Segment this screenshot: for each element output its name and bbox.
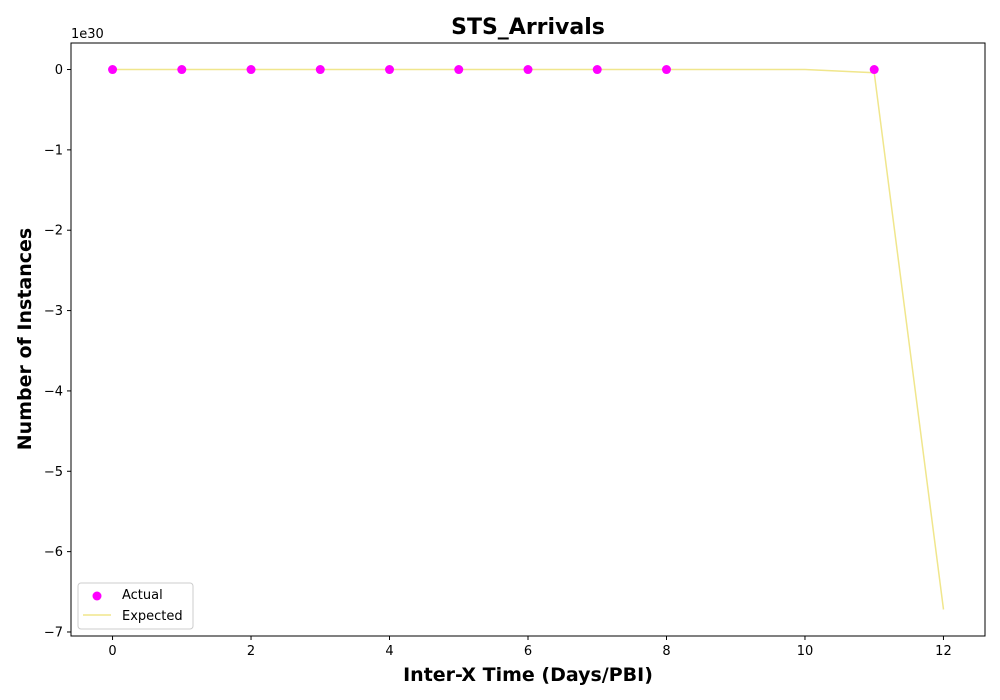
- actual-point-1: [177, 65, 187, 75]
- x-tick-label-4: 8: [662, 644, 670, 659]
- x-tick-label-6: 12: [935, 644, 952, 659]
- y-tick-label-1: −1: [44, 143, 63, 158]
- y-tick-label-7: −7: [44, 625, 63, 640]
- x-tick-label-2: 4: [385, 644, 393, 659]
- plot-area: 0 2 4 6 8 10 12 0 −1 −2 −3 −4 −5 −6 −7: [44, 42, 986, 659]
- y-offset-label: 1e30: [71, 27, 104, 42]
- y-tick-label-3: −3: [44, 304, 63, 319]
- actual-point-3: [315, 65, 325, 75]
- actual-point-5: [454, 65, 464, 75]
- actual-point-7: [592, 65, 602, 75]
- x-tick-label-1: 2: [247, 644, 255, 659]
- y-tick-label-5: −5: [44, 465, 63, 480]
- legend: Actual Expected: [77, 582, 194, 630]
- x-tick-label-0: 0: [108, 644, 116, 659]
- x-tick-label-5: 10: [797, 644, 814, 659]
- y-tick-label-6: −6: [44, 545, 63, 560]
- actual-point-9: [869, 65, 879, 75]
- chart-title: STS_Arrivals: [451, 15, 605, 40]
- plot-frame: [70, 42, 986, 637]
- actual-point-4: [385, 65, 395, 75]
- actual-point-0: [108, 65, 118, 75]
- series-expected-line: [112, 68, 945, 610]
- legend-box: [77, 582, 194, 630]
- x-tick-label-3: 6: [524, 644, 532, 659]
- x-axis-label: Inter-X Time (Days/PBI): [403, 664, 653, 686]
- actual-point-2: [246, 65, 256, 75]
- y-tick-label-0: 0: [55, 63, 63, 78]
- legend-actual-marker: [92, 591, 102, 601]
- y-tick-label-4: −4: [44, 384, 63, 399]
- legend-actual-label: Actual: [122, 588, 163, 603]
- actual-point-8: [661, 65, 671, 75]
- y-axis-label: Number of Instances: [14, 228, 36, 450]
- legend-expected-label: Expected: [122, 609, 183, 624]
- actual-point-6: [523, 65, 533, 75]
- y-tick-label-2: −2: [44, 224, 63, 239]
